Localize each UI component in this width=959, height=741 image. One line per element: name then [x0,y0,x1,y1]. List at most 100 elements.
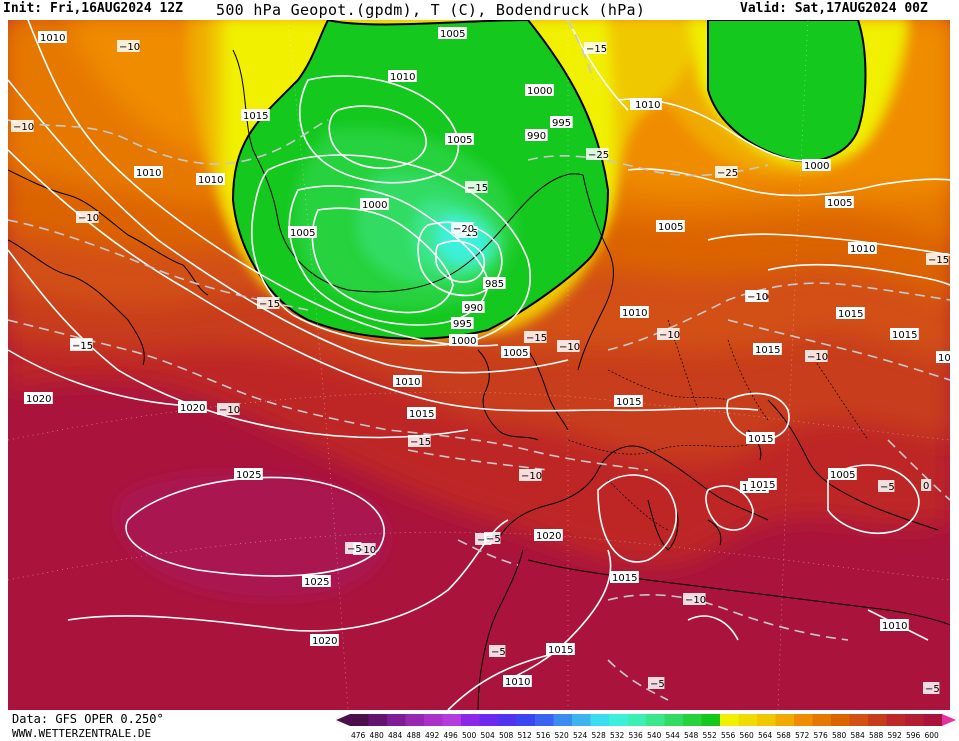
svg-text:−10: −10 [219,405,240,416]
svg-text:1015: 1015 [409,409,434,420]
svg-text:1005: 1005 [503,348,528,359]
svg-text:1015: 1015 [612,573,637,584]
svg-text:1010: 1010 [622,308,647,319]
pressure-label: 1000 [360,198,389,211]
temperature-labels: −10 −15 −10 −10 −15 −15 −20 −25 −25 −15 −15 −15 −15 −… [11,40,949,695]
pressure-label: 990 [525,129,548,142]
pressure-label: 1015 [746,432,775,445]
temperature-label: −5 [878,480,895,493]
legend-value-label: 476 [351,731,366,740]
legend-value-label: 524 [573,731,588,740]
pressure-label: 1015 [753,343,782,356]
temperature-label: −25 [586,148,609,161]
svg-text:−15: −15 [259,299,280,310]
pressure-label: 1010 [936,351,950,364]
pressure-label: 1000 [449,334,478,347]
legend-value-label: 540 [647,731,662,740]
legend-value-label: 568 [777,731,792,740]
svg-text:1015: 1015 [750,480,775,491]
country-borders [567,319,869,531]
chart-footer: Data: GFS OPER 0.250° WWW.WETTERZENTRALE… [0,710,959,741]
legend-swatch [849,714,869,726]
svg-text:−25: −25 [717,168,738,179]
pressure-label: 1015 [241,109,270,122]
svg-text:1015: 1015 [838,309,863,320]
svg-text:995: 995 [552,118,571,129]
svg-text:−10: −10 [13,122,34,133]
svg-text:−10: −10 [355,545,376,556]
svg-text:−15: −15 [72,341,93,352]
svg-text:−5: −5 [347,544,362,555]
legend-value-label: 600 [925,731,940,740]
svg-text:−10: −10 [559,342,580,353]
pressure-label: 1010 [503,675,532,688]
legend-swatch [442,714,462,726]
temperature-label: −10 [557,340,580,353]
legend-value-label: 544 [666,731,681,740]
svg-text:−10: −10 [659,330,680,341]
svg-text:−5: −5 [486,534,501,545]
legend-value-label: 528 [592,731,607,740]
svg-text:995: 995 [453,319,472,330]
svg-text:1015: 1015 [748,434,773,445]
pressure-label: 1000 [525,84,554,97]
legend-value-label: 596 [906,731,921,740]
legend-swatch [868,714,887,726]
legend-swatch [461,714,480,726]
svg-text:1020: 1020 [26,394,51,405]
legend-swatch [387,714,406,726]
legend-value-label: 484 [388,731,403,740]
pressure-label: 985 [483,277,506,290]
legend-value-label: 504 [481,731,496,740]
legend-arrow-high [942,714,956,726]
init-time: Init: Fri,16AUG2024 12Z [3,1,184,16]
temperature-label: −10 [117,40,140,53]
pressure-label: 1015 [748,478,777,491]
pressure-label: 990 [462,301,485,314]
svg-text:1000: 1000 [451,336,476,347]
chart-header: Init: Fri,16AUG2024 12Z 500 hPa Geopot.(… [0,0,959,20]
legend-value-label: 536 [629,731,644,740]
pressure-label: 1010 [848,242,877,255]
svg-text:1005: 1005 [827,198,852,209]
legend-value-label: 516 [536,731,551,740]
svg-text:1015: 1015 [892,330,917,341]
legend-swatch [701,714,721,726]
pressure-label: 1020 [178,401,207,414]
legend-swatch [923,714,943,726]
svg-text:1005: 1005 [658,222,683,233]
legend-swatch [627,714,647,726]
legend-value-label: 520 [555,731,570,740]
legend-swatch [572,714,591,726]
legend-value-label: 576 [814,731,829,740]
weather-map-canvas: 1005 1010 1010 1015 1010 1010 1000 995 990 1005 10… [8,20,950,710]
isotherms [8,20,950,701]
legend-swatch [683,714,702,726]
svg-text:−25: −25 [588,150,609,161]
svg-text:1010: 1010 [505,677,530,688]
temperature-label: −15 [257,297,280,310]
svg-text:−10: −10 [685,595,706,606]
legend-swatch [738,714,758,726]
legend-value-label: 584 [851,731,866,740]
svg-text:1000: 1000 [362,200,387,211]
pressure-label: 1000 [802,159,831,172]
svg-text:1005: 1005 [447,135,472,146]
pressure-label: 1020 [534,529,563,542]
coastlines [8,49,950,710]
pressure-label: 1015 [614,395,643,408]
svg-text:985: 985 [485,279,504,290]
pressure-label: 1005 [501,346,530,359]
temperature-label: −15 [465,181,488,194]
temperature-label: −10 [657,328,680,341]
svg-text:−5: −5 [925,684,940,695]
pressure-label: 1005 [288,226,317,239]
legend-swatch [516,714,536,726]
legend-swatch [886,714,906,726]
legend-value-label: 508 [499,731,514,740]
data-source: Data: GFS OPER 0.250° [12,712,164,726]
legend-swatch [664,714,684,726]
legend-swatch [350,714,369,726]
svg-text:−10: −10 [78,213,99,224]
svg-text:−5: −5 [880,482,895,493]
